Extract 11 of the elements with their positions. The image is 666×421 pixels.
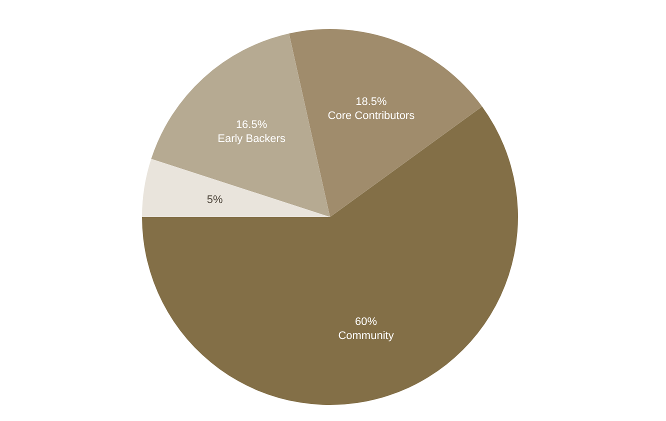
pie-slice — [288, 29, 482, 217]
pie-slice — [142, 106, 518, 405]
slice-label: Core Contributors — [328, 110, 416, 122]
pie-slice — [142, 158, 330, 217]
slice-label: Community — [338, 330, 394, 342]
data-label: 5% — [206, 194, 224, 206]
data-label: 18.5% — [356, 96, 388, 108]
data-label: 60% — [355, 316, 378, 328]
pie-slice — [151, 34, 330, 217]
data-label: 16.5% — [236, 118, 268, 131]
slice-label: Early Backers — [218, 132, 286, 145]
